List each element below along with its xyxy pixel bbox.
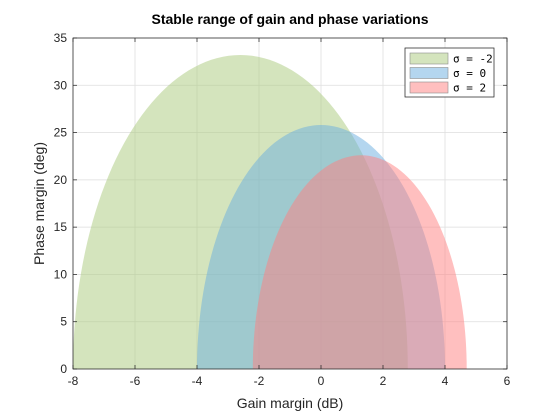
x-tick-label: 0 [318, 374, 325, 388]
x-tick-label: -8 [68, 374, 79, 388]
y-axis-label: Phase margin (deg) [31, 142, 47, 265]
plot-frame [72, 37, 508, 370]
x-tick-label: -6 [130, 374, 141, 388]
y-tick-label: 25 [54, 126, 68, 140]
y-tick-label: 5 [60, 315, 67, 329]
x-tick-label: 2 [380, 374, 387, 388]
legend-swatch [409, 52, 449, 65]
y-tick-label: 10 [54, 267, 68, 281]
area-series-group [73, 55, 467, 370]
chart-title: Stable range of gain and phase variation… [152, 11, 429, 27]
x-axis-label: Gain margin (dB) [237, 395, 344, 411]
legend-label: σ = 2 [453, 82, 486, 95]
y-tick-label: 30 [54, 78, 68, 92]
y-tick-label: 35 [54, 31, 68, 45]
x-tick-label: -2 [254, 374, 265, 388]
legend-swatch [409, 67, 449, 79]
axis-ticks: -8 -6 -4 -2 0 2 4 6 0 5 10 15 20 25 30 35 [54, 31, 511, 388]
legend-label: σ = -2 [453, 53, 493, 66]
x-tick-label: 4 [442, 374, 449, 388]
legend-label: σ = 0 [453, 67, 486, 80]
x-tick-label: -4 [192, 374, 203, 388]
y-tick-label: 15 [54, 220, 68, 234]
y-tick-label: 0 [60, 362, 67, 376]
legend-swatch [409, 81, 449, 94]
y-tick-label: 20 [54, 173, 68, 187]
area-series-3 [252, 155, 467, 369]
legend: σ = -2σ = 0 σ = 2 [404, 47, 495, 98]
x-tick-label: 6 [504, 374, 511, 388]
